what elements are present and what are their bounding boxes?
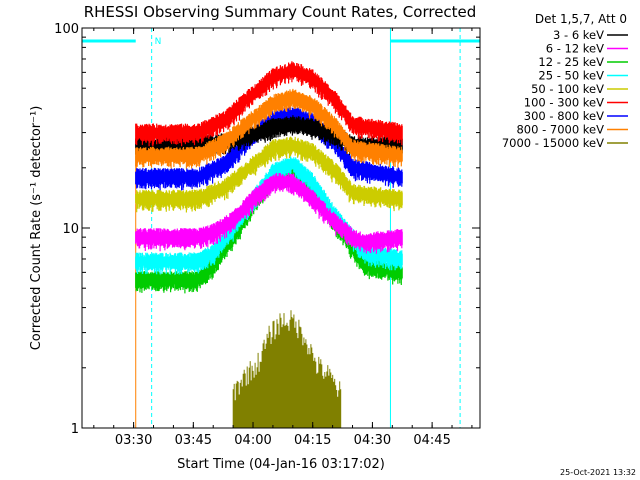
series-4 <box>135 136 403 213</box>
series-1 <box>135 172 403 254</box>
legend-label-7: 800 - 7000 keV <box>516 123 604 137</box>
annotation-label-0: N <box>155 37 162 47</box>
legend-label-8: 7000 - 15000 keV <box>502 136 604 150</box>
legend-label-4: 50 - 100 keV <box>531 82 604 96</box>
x-axis-label: Start Time (04-Jan-16 03:17:02) <box>177 457 385 472</box>
legend-label-1: 6 - 12 keV <box>546 42 604 56</box>
x-tick-label-2: 04:00 <box>234 433 271 448</box>
legend-label-6: 300 - 800 keV <box>524 109 604 123</box>
series-trace-1 <box>135 172 403 254</box>
plot-area: N <box>81 28 480 428</box>
x-axis: 03:30 03:45 04:00 04:15 04:30 04:45 <box>93 28 473 448</box>
series-trace-7 <box>135 88 403 169</box>
series-8 <box>232 310 342 428</box>
series-trace-4 <box>135 136 403 213</box>
chart-title: RHESSI Observing Summary Count Rates, Co… <box>84 3 477 21</box>
series-5 <box>135 61 403 147</box>
y-tick-label-2: 100 <box>54 22 79 37</box>
series-trace-5 <box>135 61 403 147</box>
legend-label-5: 100 - 300 keV <box>524 96 604 110</box>
y-tick-label-1: 10 <box>62 222 79 237</box>
legend-label-2: 12 - 25 keV <box>538 55 604 69</box>
x-tick-label-1: 03:45 <box>175 433 212 448</box>
y-axis-label: Corrected Count Rate (s⁻¹ detector⁻¹) <box>29 106 44 351</box>
y-tick-label-0: 1 <box>71 422 79 437</box>
x-tick-label-4: 04:30 <box>354 433 391 448</box>
y-axis: 1 10 100 <box>54 22 480 437</box>
series-trace-8 <box>232 310 342 428</box>
legend-label-3: 25 - 50 keV <box>538 69 604 83</box>
footer-date: 25-Oct-2021 13:32 <box>560 468 636 477</box>
legend-title: Det 1,5,7, Att 0 <box>535 12 627 26</box>
x-tick-label-3: 04:15 <box>294 433 331 448</box>
x-tick-label-5: 04:45 <box>413 433 450 448</box>
legend-label-0: 3 - 6 keV <box>553 28 604 42</box>
series-7 <box>135 88 403 169</box>
x-tick-label-0: 03:30 <box>115 433 152 448</box>
